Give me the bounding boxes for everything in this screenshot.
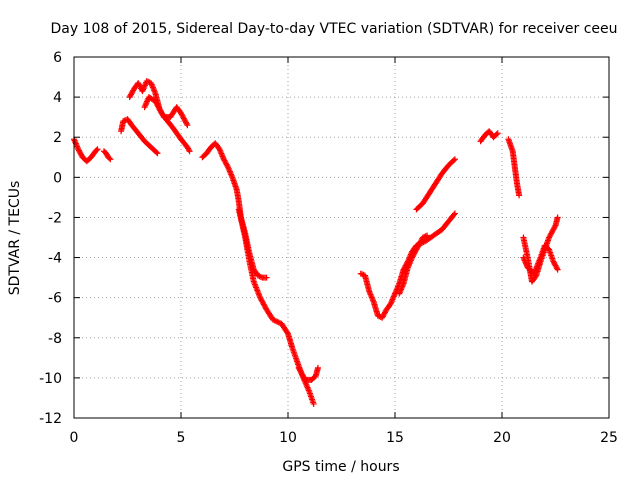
y-tick-label: -10 [39, 371, 62, 387]
data-point [153, 149, 160, 156]
data-point [554, 214, 561, 221]
data-point [185, 146, 192, 153]
y-tick-label: 4 [53, 90, 62, 106]
chart-title: Day 108 of 2015, Sidereal Day-to-day VTE… [50, 21, 617, 37]
data-point [493, 131, 500, 138]
y-tick-label: -12 [39, 411, 62, 427]
grid-lines [74, 57, 609, 418]
y-tick-label: -6 [48, 291, 62, 307]
data-point [284, 329, 291, 336]
plot-frame [73, 56, 610, 419]
data-point [424, 232, 431, 239]
data-point [494, 130, 501, 137]
data-point [186, 148, 193, 155]
y-tick-label: -2 [48, 210, 62, 226]
data-point [314, 364, 321, 371]
data-point [93, 147, 100, 154]
data-point [451, 156, 458, 163]
data-point [516, 192, 523, 199]
x-axis-label: GPS time / hours [282, 459, 399, 475]
data-point [554, 266, 561, 273]
x-tick-label: 15 [386, 430, 404, 446]
data-point [154, 150, 161, 157]
data-point [451, 211, 458, 218]
data-point [106, 155, 113, 162]
y-tick-label: -8 [48, 331, 62, 347]
x-tick-label: 10 [279, 430, 297, 446]
x-tick-label: 0 [70, 430, 79, 446]
data-point [310, 400, 317, 407]
x-tick-label: 20 [493, 430, 511, 446]
data-point [94, 146, 101, 153]
data-points [71, 78, 561, 407]
data-point [450, 157, 457, 164]
data-point [107, 156, 114, 163]
axes: 0 5 10 15 20 25 -12 -10 -8 -6 -4 -2 0 2 4 6 [39, 50, 618, 446]
y-tick-label: 6 [53, 50, 62, 66]
x-tick-label: 25 [600, 430, 618, 446]
y-tick-label: 0 [53, 170, 62, 186]
data-point [183, 120, 190, 127]
data-point [553, 265, 560, 272]
y-axis-label: SDTVAR / TECUs [7, 181, 23, 296]
data-point [451, 210, 458, 217]
data-point [359, 271, 366, 278]
data-point [263, 274, 270, 281]
data-point [532, 273, 539, 280]
data-point [184, 122, 191, 129]
y-tick-label: -4 [48, 251, 62, 267]
data-point [551, 223, 558, 230]
x-tick-label: 5 [177, 430, 186, 446]
data-point [224, 162, 231, 169]
y-tick-label: 2 [53, 130, 62, 146]
